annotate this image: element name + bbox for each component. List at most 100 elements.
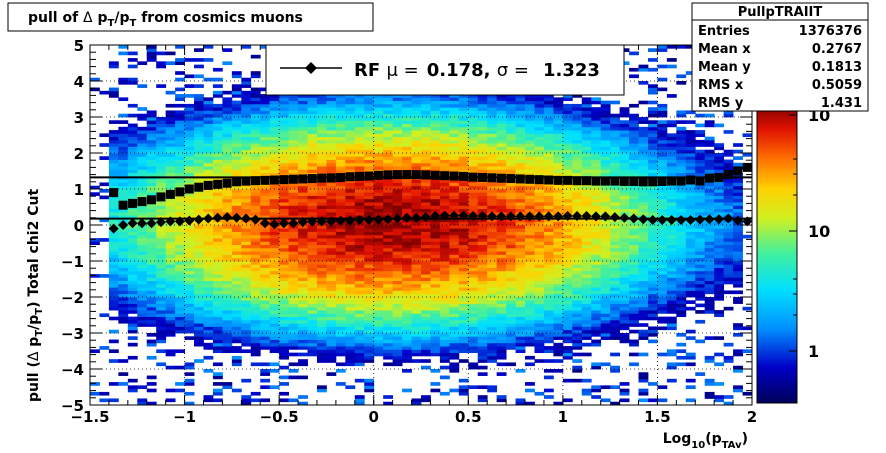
stats-value-rms-y: 1.431 — [821, 96, 862, 111]
y-tick-label-0: −5 — [61, 397, 84, 415]
colorbar-label-10: 10 — [808, 222, 830, 241]
point-sigma-27 — [364, 172, 373, 181]
point-sigma-11 — [213, 180, 222, 189]
stats-label-mean-y: Mean y — [698, 60, 751, 75]
legend-label: RF — [354, 60, 380, 81]
point-sigma-45 — [535, 175, 544, 184]
point-sigma-15 — [251, 176, 260, 185]
point-sigma-56 — [639, 177, 648, 186]
point-sigma-4 — [147, 195, 156, 204]
point-sigma-14 — [242, 177, 251, 186]
stats-label-rms-x: RMS x — [698, 78, 744, 93]
point-sigma-38 — [469, 173, 478, 182]
point-sigma-0 — [109, 188, 118, 197]
point-sigma-26 — [355, 172, 364, 181]
point-sigma-34 — [431, 171, 440, 180]
point-sigma-63 — [705, 174, 714, 183]
point-sigma-42 — [506, 174, 515, 183]
point-sigma-23 — [327, 173, 336, 182]
y-tick-label-3: −2 — [61, 289, 84, 307]
point-sigma-6 — [166, 190, 175, 199]
colorbar-label-1: 1 — [808, 342, 819, 361]
point-sigma-8 — [185, 185, 194, 194]
stats-value-mean-x: 0.2767 — [812, 42, 862, 57]
point-sigma-16 — [260, 176, 269, 185]
colorbar — [757, 105, 797, 403]
point-sigma-49 — [573, 176, 582, 185]
y-tick-label-2: −3 — [61, 325, 84, 343]
point-sigma-40 — [487, 173, 496, 182]
point-sigma-52 — [601, 177, 610, 186]
point-sigma-62 — [695, 177, 704, 186]
y-tick-label-6: 1 — [74, 181, 84, 199]
point-sigma-21 — [308, 174, 317, 183]
point-sigma-22 — [317, 174, 326, 183]
point-sigma-46 — [544, 176, 553, 185]
point-sigma-48 — [563, 176, 572, 185]
point-sigma-32 — [412, 170, 421, 179]
point-sigma-20 — [298, 174, 307, 183]
y-axis-title: pull (Δ pT/pT) Total chi2 Cut — [26, 189, 45, 402]
point-sigma-41 — [497, 174, 506, 183]
legend-mu-label: μ = — [386, 60, 418, 81]
point-sigma-19 — [289, 175, 298, 184]
point-sigma-28 — [374, 171, 383, 180]
point-sigma-2 — [128, 199, 137, 208]
point-sigma-47 — [554, 176, 563, 185]
stats-label-rms-y: RMS y — [698, 96, 744, 111]
stats-label-mean-x: Mean x — [698, 42, 751, 57]
point-sigma-37 — [459, 172, 468, 181]
point-sigma-10 — [204, 181, 213, 190]
legend-text: RF μ = 0.178, σ = 1.323 — [354, 60, 600, 81]
point-sigma-54 — [620, 177, 629, 186]
point-sigma-17 — [270, 176, 279, 185]
point-sigma-66 — [733, 167, 742, 176]
point-sigma-51 — [591, 177, 600, 186]
point-sigma-1 — [119, 201, 128, 210]
point-sigma-12 — [223, 179, 232, 188]
point-sigma-64 — [714, 173, 723, 182]
point-sigma-5 — [156, 192, 165, 201]
x-tick-label-1: −1 — [173, 408, 196, 426]
point-sigma-50 — [582, 176, 591, 185]
point-sigma-36 — [450, 172, 459, 181]
point-sigma-43 — [516, 174, 525, 183]
point-sigma-39 — [478, 173, 487, 182]
legend-mu-value: 0.178, — [427, 60, 491, 81]
point-sigma-3 — [138, 197, 147, 206]
y-tick-label-7: 2 — [74, 145, 84, 163]
point-sigma-65 — [724, 170, 733, 179]
point-sigma-9 — [194, 183, 203, 192]
legend-sigma-value: 1.323 — [543, 60, 600, 81]
legend-sigma-label: σ = — [497, 60, 529, 81]
point-sigma-60 — [677, 177, 686, 186]
point-sigma-58 — [658, 177, 667, 186]
point-sigma-24 — [336, 173, 345, 182]
x-tick-label-3: 0 — [368, 408, 378, 426]
x-tick-label-4: 0.5 — [455, 408, 482, 426]
point-sigma-7 — [175, 187, 184, 196]
y-tick-label-9: 4 — [74, 73, 84, 91]
point-sigma-30 — [393, 170, 402, 179]
y-tick-label-8: 3 — [74, 109, 84, 127]
y-tick-label-5: 0 — [74, 217, 84, 235]
y-tick-label-1: −4 — [61, 361, 84, 379]
point-sigma-53 — [610, 177, 619, 186]
x-axis-title: Log10(pTAv) — [663, 431, 748, 449]
point-sigma-13 — [232, 177, 241, 186]
point-sigma-31 — [402, 170, 411, 179]
x-tick-label-5: 1 — [558, 408, 568, 426]
point-sigma-57 — [648, 177, 657, 186]
point-sigma-59 — [667, 177, 676, 186]
stats-name: PullpTRAIIT — [738, 5, 823, 20]
stats-value-entries: 1376376 — [799, 24, 862, 39]
x-tick-label-2: −0.5 — [260, 408, 299, 426]
point-sigma-33 — [421, 170, 430, 179]
point-sigma-61 — [686, 176, 695, 185]
y-tick-label-10: 5 — [74, 37, 84, 55]
point-sigma-18 — [279, 175, 288, 184]
y-tick-label-4: −1 — [61, 253, 84, 271]
point-sigma-35 — [440, 171, 449, 180]
